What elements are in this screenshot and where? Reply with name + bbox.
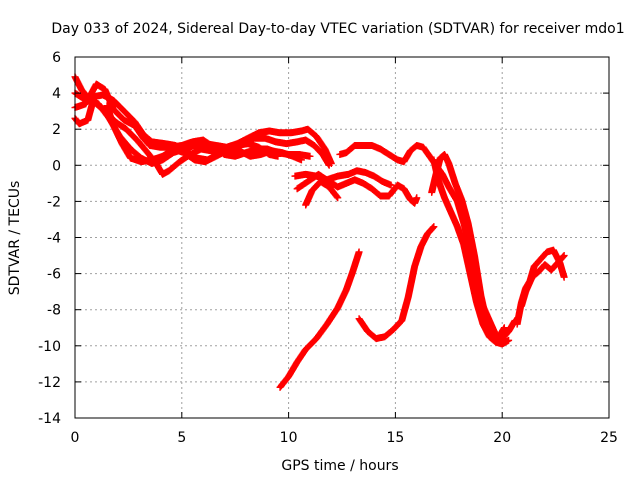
chart-title: Day 033 of 2024, Sidereal Day-to-day VTE… [51,21,624,37]
x-tick-label: 10 [280,430,298,446]
series-track-15 [355,223,438,343]
marker-path [517,252,568,310]
grid [75,57,609,418]
series-track-13 [517,252,568,310]
y-tick-label: -6 [47,267,61,283]
y-tick-label: -8 [47,303,61,319]
x-tick-label: 5 [177,430,186,446]
y-tick-label: 0 [52,158,61,174]
y-tick-label: 2 [52,122,61,138]
marker-path [430,156,513,348]
x-tick-label: 25 [600,430,618,446]
y-axis-label: SDTVAR / TECUs [7,181,23,296]
marker-path [293,170,421,207]
y-tick-label: -14 [38,411,61,427]
x-axis-label: GPS time / hours [281,458,398,474]
y-tick-label: 6 [52,50,61,66]
series-track-7 [293,170,421,207]
marker-path [302,178,342,209]
y-tick-label: -2 [47,194,61,210]
x-tick-label: 0 [71,430,80,446]
y-tick-label: 4 [52,86,61,102]
marker-path [276,248,363,391]
series-track-5 [103,102,282,166]
y-tick-label: -4 [47,231,61,247]
series-track-11 [430,156,513,348]
series-track-14 [276,248,363,391]
y-tick-label: -12 [38,375,61,391]
data-points [71,73,568,391]
marker-path [103,102,282,166]
y-tick-label: -10 [38,339,61,355]
x-tick-label: 15 [386,430,404,446]
marker-path [355,223,438,343]
series-track-8 [302,178,342,209]
x-tick-label: 20 [493,430,511,446]
